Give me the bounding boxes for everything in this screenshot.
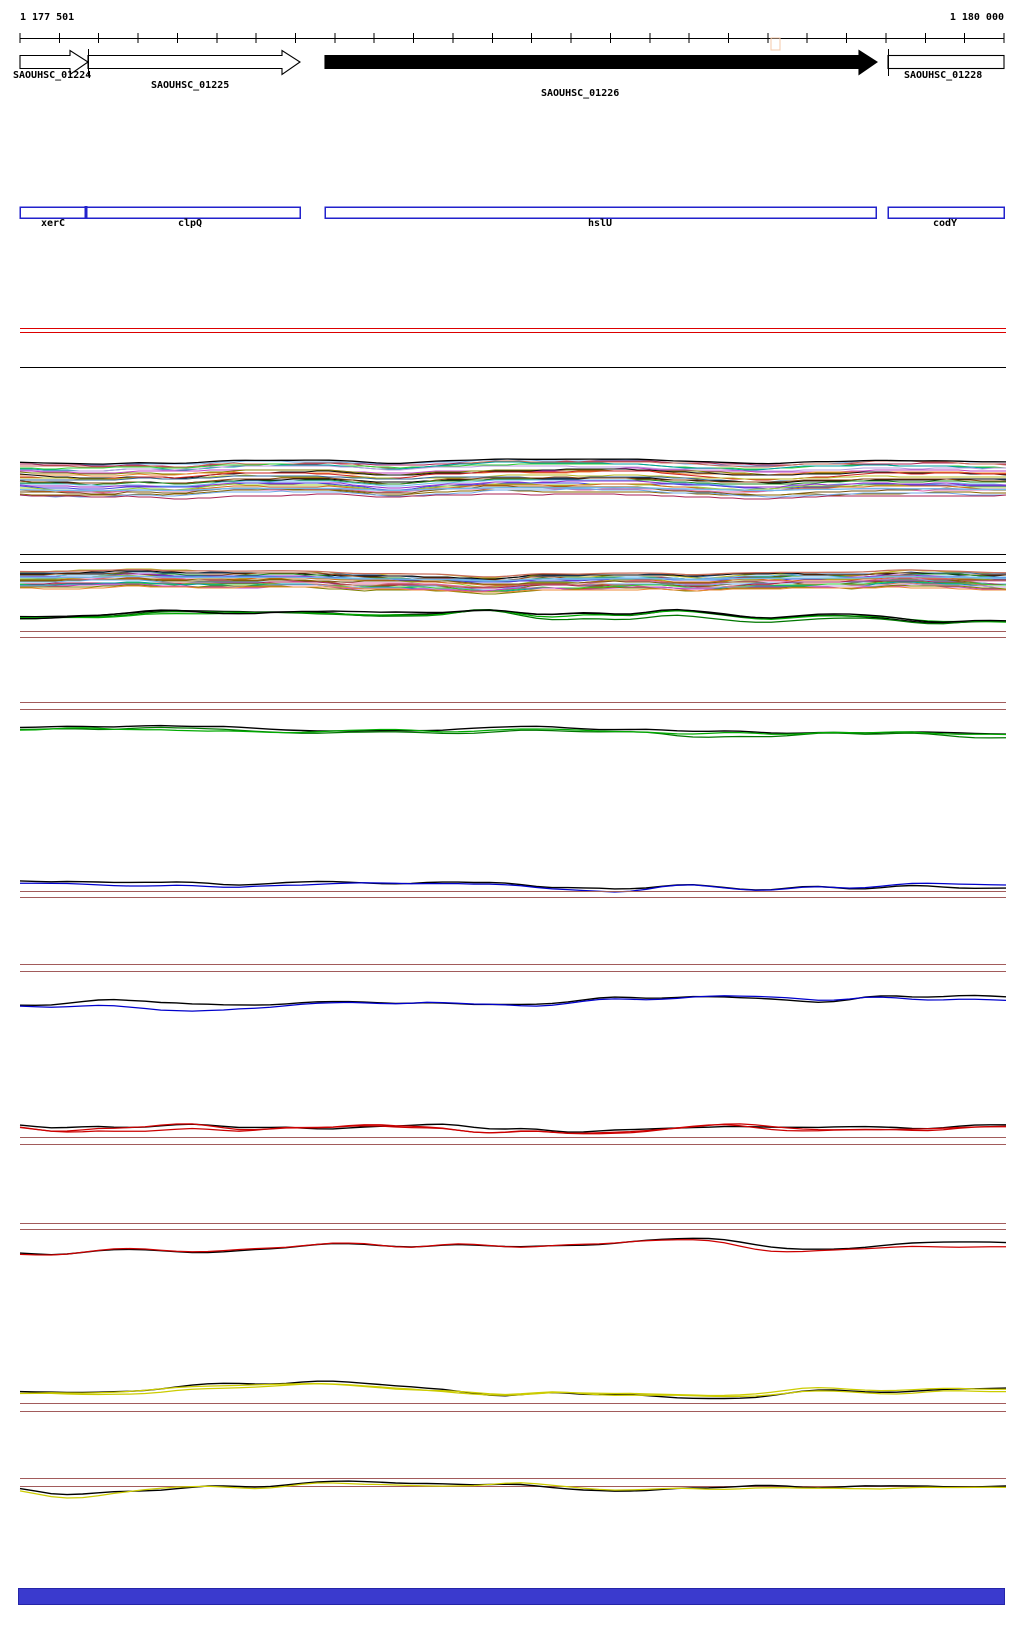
track-red-reference-line-pair <box>20 327 1006 334</box>
track-red-coverage-plot-2 <box>19 1237 1007 1256</box>
track-all-samples-overlay-band-2 <box>19 568 1007 595</box>
gene-name-label-hslU: hslU <box>588 218 613 229</box>
track-grid-line-pair-5 <box>20 1136 1006 1146</box>
track-black-baseline-pair <box>20 553 1006 564</box>
track-blue-coverage-plot-2 <box>19 994 1007 1012</box>
gene-label-SAOUHSC_01224: SAOUHSC_01224 <box>13 70 92 81</box>
gene-name-label-xerC: xerC <box>41 218 66 229</box>
track-all-samples-overlay-band-1 <box>19 458 1007 500</box>
track-blue-coverage-plot-1 <box>19 880 1007 893</box>
horizontal-scrollbar-thumb[interactable] <box>18 1588 1005 1605</box>
track-green-coverage-plot-2 <box>19 724 1007 739</box>
gene-label-SAOUHSC_01225: SAOUHSC_01225 <box>151 80 230 91</box>
feature-display-canvas[interactable] <box>0 0 1024 240</box>
track-grid-line-pair-1 <box>20 630 1006 639</box>
gene-arrow-SAOUHSC_01225[interactable] <box>87 49 301 76</box>
track-grid-line-pair-3 <box>20 890 1006 899</box>
gene-arrow-SAOUHSC_01224[interactable] <box>19 49 89 76</box>
gene-label-SAOUHSC_01228: SAOUHSC_01228 <box>904 70 983 81</box>
track-grid-line-pair-6 <box>20 1222 1006 1231</box>
track-yellow-coverage-plot-1 <box>19 1380 1007 1400</box>
gene-arrow-SAOUHSC_01226[interactable] <box>324 49 878 76</box>
track-yellow-coverage-plot-2 <box>19 1480 1007 1499</box>
ruler-end-coordinate: 1 180 000 <box>949 12 1004 23</box>
ruler-start-coordinate: 1 177 501 <box>20 12 75 23</box>
track-grid-line-pair-7 <box>20 1402 1006 1413</box>
track-grid-line-pair-2 <box>20 701 1006 711</box>
selection-marker <box>770 37 781 51</box>
track-green-coverage-plot-1 <box>19 608 1007 625</box>
track-red-coverage-plot-1 <box>19 1123 1007 1135</box>
gene-box-row[interactable] <box>19 206 1005 219</box>
gene-label-SAOUHSC_01226: SAOUHSC_01226 <box>541 88 620 99</box>
gene-name-label-clpQ: clpQ <box>178 218 203 229</box>
gene-name-label-codY: codY <box>933 218 958 229</box>
sequence-ruler[interactable] <box>19 33 1005 43</box>
track-grid-line-pair-4 <box>20 963 1006 973</box>
